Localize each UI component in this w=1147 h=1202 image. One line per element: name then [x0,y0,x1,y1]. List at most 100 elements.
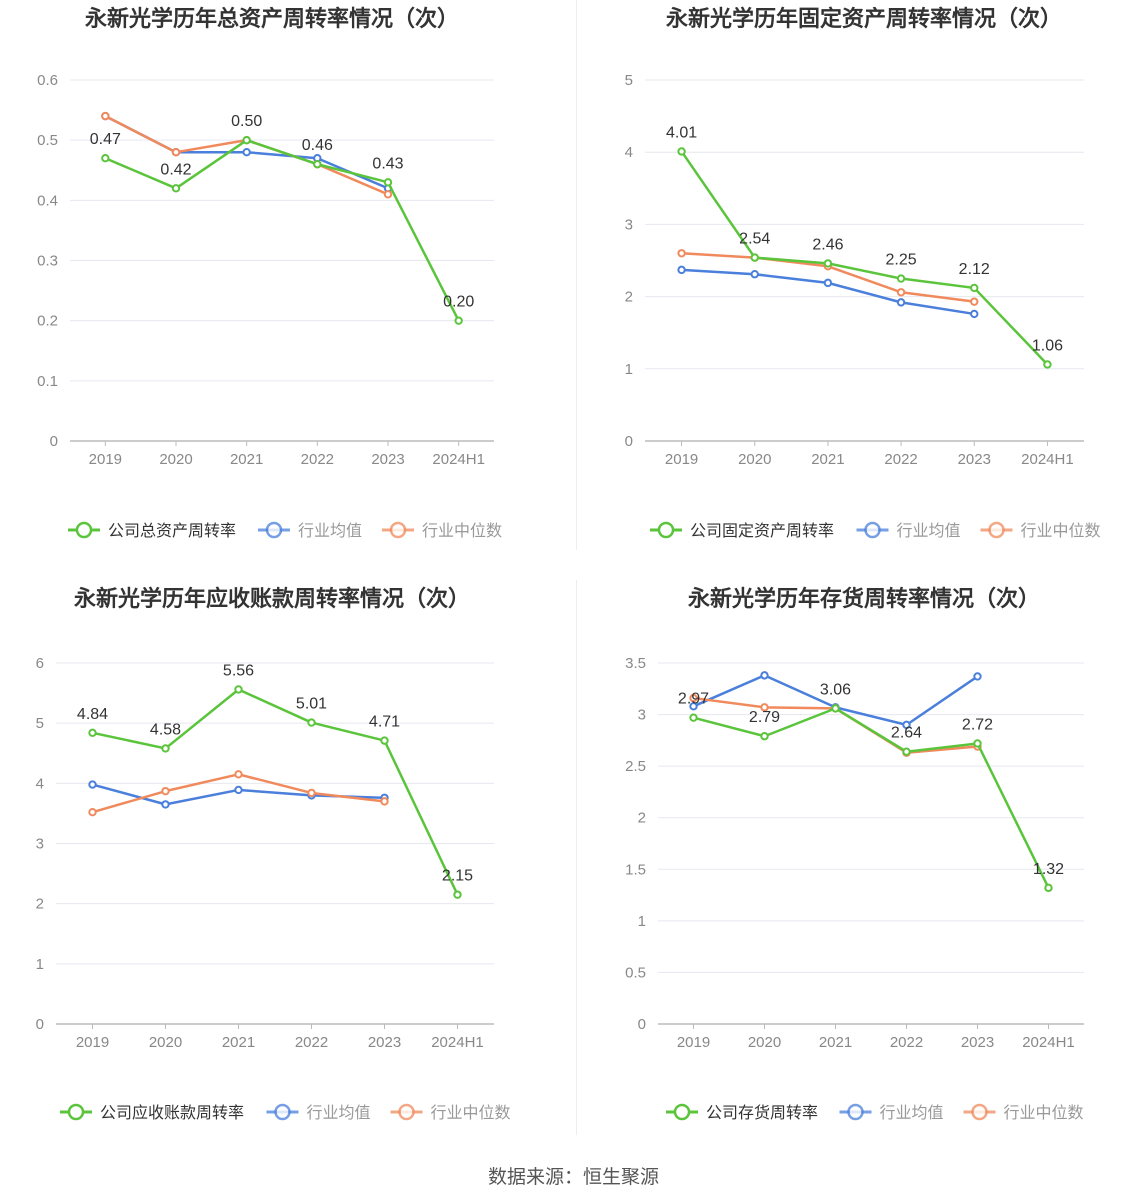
data-label: 1.06 [1032,337,1063,354]
data-point-company [88,728,97,737]
series-line-company [693,707,1050,889]
x-tick-label: 2024H1 [431,1034,484,1051]
data-point-median [896,288,906,297]
legend-marker-avg [274,1103,291,1121]
y-tick-label: 5 [36,715,44,732]
y-tick-label: 3 [638,707,646,724]
data-point-company [831,704,840,713]
y-tick-label: 1.5 [625,861,646,878]
legend-label-median: 行业中位数 [1004,1104,1084,1122]
data-point-company [380,736,389,745]
x-tick-label: 2023 [368,1034,401,1051]
chart-title: 永新光学历年存货周转率情况（次） [688,586,1040,611]
legend-label-company: 公司应收账款周转率 [100,1103,244,1122]
data-label: 2.72 [962,716,993,733]
y-tick-label: 6 [36,655,44,672]
x-tick-label: 2024H1 [432,451,485,468]
legend-marker-company [673,1103,691,1121]
data-point-company [970,283,979,293]
data-point-company [1043,360,1052,369]
data-label: 0.43 [372,155,403,172]
chart-title: 永新光学历年总资产周转率情况（次） [85,6,459,31]
data-point-avg [242,148,251,157]
data-point-avg [234,785,243,795]
data-point-company [454,316,463,325]
data-point-company [823,259,833,268]
series-line-company [104,138,460,322]
legend-label-avg: 行业均值 [880,1104,944,1122]
receivables-turnover-chart: 永新光学历年应收账款周转率情况（次） 0 1 2 3 4 5 6 2019 2020 2021 202… [36,586,511,1122]
legend-label-avg: 行业均值 [307,1104,371,1122]
legend-marker-avg [847,1103,864,1121]
data-point-median [161,786,170,796]
y-tick-label: 0 [638,1016,646,1033]
chart-title: 永新光学历年固定资产周转率情况（次） [666,6,1062,31]
data-label: 1.32 [1033,861,1064,878]
x-tick-label: 2019 [89,451,122,468]
data-point-company [234,685,243,694]
y-tick-label: 2 [638,810,646,827]
y-tick-label: 0.5 [625,964,646,981]
data-point-company [101,154,110,163]
data-point-company [750,253,759,262]
chart-title: 永新光学历年应收账款周转率情况（次） [74,586,470,611]
data-point-avg [970,309,979,319]
data-point-company [383,178,393,187]
data-label: 4.01 [666,124,697,141]
data-point-median [760,703,769,712]
data-label: 2.12 [959,261,990,278]
data-point-median [677,249,686,258]
data-point-median [380,797,389,806]
data-point-company [242,135,251,145]
data-label: 2.25 [886,252,917,269]
y-tick-label: 0.1 [37,373,58,390]
data-point-avg [750,270,759,279]
data-label: 2.54 [739,231,770,248]
y-tick-label: 0.2 [37,313,58,330]
x-tick-label: 2021 [819,1034,852,1051]
legend-label-company: 公司存货周转率 [706,1104,818,1122]
data-point-median [383,190,393,199]
y-tick-label: 3 [36,836,44,853]
legend-marker-avg [864,521,881,539]
x-tick-label: 2024H1 [1022,1034,1075,1051]
data-label: 2.15 [442,868,473,885]
x-tick-label: 2023 [958,451,991,468]
legend-label-avg: 行业均值 [298,522,362,540]
data-point-median [88,808,97,817]
data-point-company [902,747,911,756]
x-tick-label: 2019 [677,1034,710,1051]
data-point-company [689,713,698,722]
data-label: 5.01 [296,696,327,713]
y-tick-label: 2 [625,289,633,306]
data-point-company [453,890,462,899]
x-tick-label: 2020 [738,451,771,468]
data-point-company [973,739,982,748]
data-label: 5.56 [223,662,254,679]
data-point-company [171,184,181,193]
legend-marker-company [75,521,93,539]
y-tick-label: 0.6 [37,72,58,89]
y-tick-label: 2 [36,896,44,913]
series-line-avg [681,268,975,316]
y-tick-label: 3.5 [625,655,646,672]
y-tick-label: 1 [36,956,44,973]
y-tick-label: 4 [36,775,44,792]
panel-divider-bottom [576,580,577,1135]
data-point-company [307,718,316,727]
legend-label-median: 行业中位数 [1021,522,1101,540]
legend-label-median: 行业中位数 [431,1104,511,1122]
legend-marker-median [389,521,407,539]
data-point-avg [677,265,686,275]
x-tick-label: 2021 [811,451,844,468]
data-point-avg [973,672,982,681]
data-label: 4.84 [77,706,108,723]
legend-label-avg: 行业均值 [897,522,961,540]
data-point-avg [689,702,698,711]
x-tick-label: 2019 [76,1034,109,1051]
data-point-median [970,297,979,306]
data-label: 2.64 [891,725,922,742]
data-point-company [1044,883,1053,893]
data-point-median [307,788,316,798]
y-tick-label: 0.4 [37,192,58,209]
